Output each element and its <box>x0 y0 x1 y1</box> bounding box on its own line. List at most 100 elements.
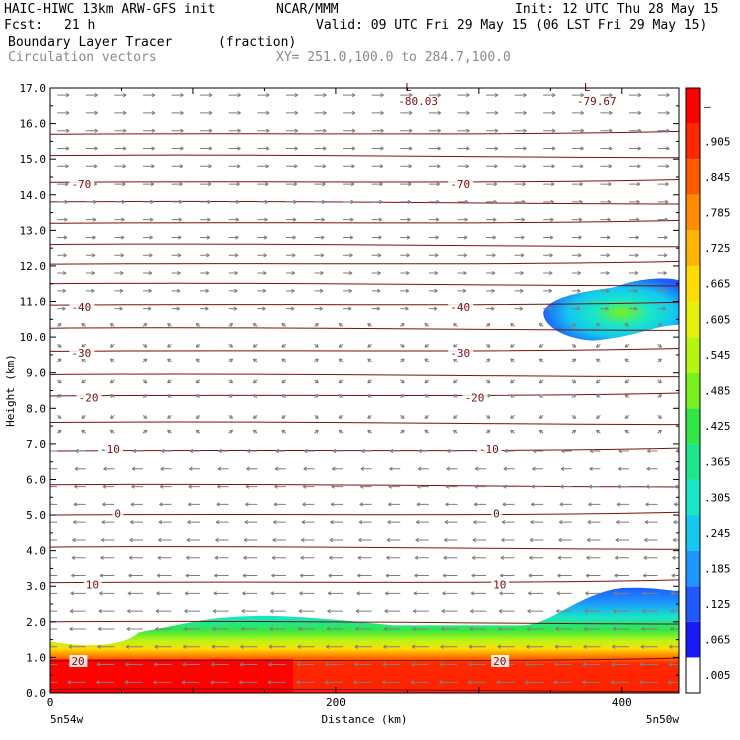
circulation-vector <box>245 502 258 507</box>
contour-label: -70 <box>71 178 91 191</box>
circulation-vector <box>257 181 269 187</box>
elevated-tracer-plume <box>543 278 679 341</box>
circulation-vector <box>285 235 296 240</box>
circulation-vector <box>314 235 325 240</box>
circulation-vector <box>167 415 172 419</box>
circulation-vector <box>595 394 601 399</box>
circulation-vector <box>343 181 355 187</box>
circulation-vector <box>195 379 201 384</box>
circulation-vector <box>281 394 287 399</box>
circulation-vector <box>439 662 458 667</box>
circulation-vector <box>210 680 229 685</box>
circulation-vector <box>171 235 182 240</box>
circulation-vector <box>611 662 629 667</box>
circulation-vector <box>589 466 601 471</box>
circulation-vector <box>452 379 458 384</box>
circulation-vector <box>514 288 524 293</box>
circulation-vector <box>57 217 68 222</box>
circulation-vector <box>468 662 487 667</box>
circulation-vector <box>367 415 372 419</box>
circulation-vector <box>257 288 267 293</box>
circulation-vector <box>56 343 62 348</box>
circulation-vector <box>589 448 601 454</box>
circulation-vector <box>386 555 401 560</box>
circulation-vector <box>325 662 344 667</box>
circulation-vector <box>142 128 156 133</box>
circulation-vector <box>99 591 115 596</box>
x-tick-label: 0 <box>47 696 54 709</box>
circulation-vector <box>167 358 172 363</box>
circulation-vector <box>228 358 234 363</box>
circulation-vector <box>514 253 525 258</box>
circulation-vector <box>85 146 98 151</box>
circulation-vector <box>184 609 201 614</box>
circulation-vector <box>142 415 148 419</box>
circulation-vector <box>285 93 299 98</box>
circulation-vector <box>675 448 679 454</box>
circulation-vector <box>343 288 352 293</box>
circulation-vector <box>242 591 258 596</box>
circulation-vector <box>499 591 515 596</box>
colorbar-swatch <box>686 88 700 124</box>
circulation-vector <box>274 466 286 471</box>
circulation-vector <box>214 573 229 578</box>
circulation-vector <box>367 343 372 348</box>
circulation-vector <box>56 358 62 363</box>
circulation-vector <box>543 235 554 240</box>
circulation-vector <box>171 164 184 169</box>
circulation-vector <box>641 609 658 614</box>
circulation-vector <box>285 146 298 151</box>
circulation-vector <box>595 429 601 434</box>
circulation-vector <box>668 662 679 667</box>
circulation-vector <box>584 609 601 614</box>
colorbar-label: .665 <box>704 278 731 291</box>
contour-label: 0 <box>493 507 500 520</box>
circulation-vector <box>242 573 258 578</box>
circulation-vector <box>74 484 86 489</box>
circulation-vector <box>388 484 401 489</box>
circulation-vector <box>543 93 556 98</box>
circulation-vector <box>657 306 667 311</box>
circulation-vector <box>641 626 658 632</box>
circulation-vector <box>485 379 491 384</box>
circulation-vector <box>85 93 98 98</box>
circulation-vector <box>514 199 526 204</box>
circulation-vector <box>57 93 70 98</box>
circulation-vector <box>142 379 148 384</box>
circulation-vector <box>628 288 638 293</box>
circulation-vector <box>600 128 613 133</box>
y-tick-label: 1.0 <box>26 651 46 664</box>
circulation-vector <box>644 537 658 543</box>
circulation-vector <box>182 662 201 667</box>
circulation-vector <box>114 217 125 222</box>
y-tick-label: 16.0 <box>20 118 47 131</box>
circulation-vector <box>571 322 577 327</box>
circulation-vector <box>502 484 515 489</box>
circulation-vector <box>614 573 629 578</box>
temperature-contour <box>50 620 679 625</box>
circulation-vector <box>514 128 527 133</box>
circulation-vector <box>171 146 184 151</box>
circulation-vector <box>252 379 258 384</box>
circulation-vector <box>314 110 327 116</box>
circulation-vector <box>400 199 412 204</box>
low-center-value: -80.03 <box>398 95 438 108</box>
circulation-vector <box>99 573 115 578</box>
circulation-vector <box>200 217 211 222</box>
circulation-vector <box>595 379 601 384</box>
circulation-vector <box>628 128 642 133</box>
circulation-vector <box>114 181 126 187</box>
circulation-vector <box>297 644 315 649</box>
circulation-vector <box>275 448 286 454</box>
temperature-contour <box>50 657 679 662</box>
circulation-vector <box>657 270 667 276</box>
circulation-vector <box>400 306 409 311</box>
circulation-vector <box>216 502 229 507</box>
circulation-vector <box>486 146 499 151</box>
circulation-vector <box>142 199 154 204</box>
circulation-vector <box>81 429 87 434</box>
circulation-vector <box>385 573 401 578</box>
circulation-vector <box>657 128 670 133</box>
colorbar-label: .845 <box>704 171 731 184</box>
circulation-vector <box>457 199 469 204</box>
